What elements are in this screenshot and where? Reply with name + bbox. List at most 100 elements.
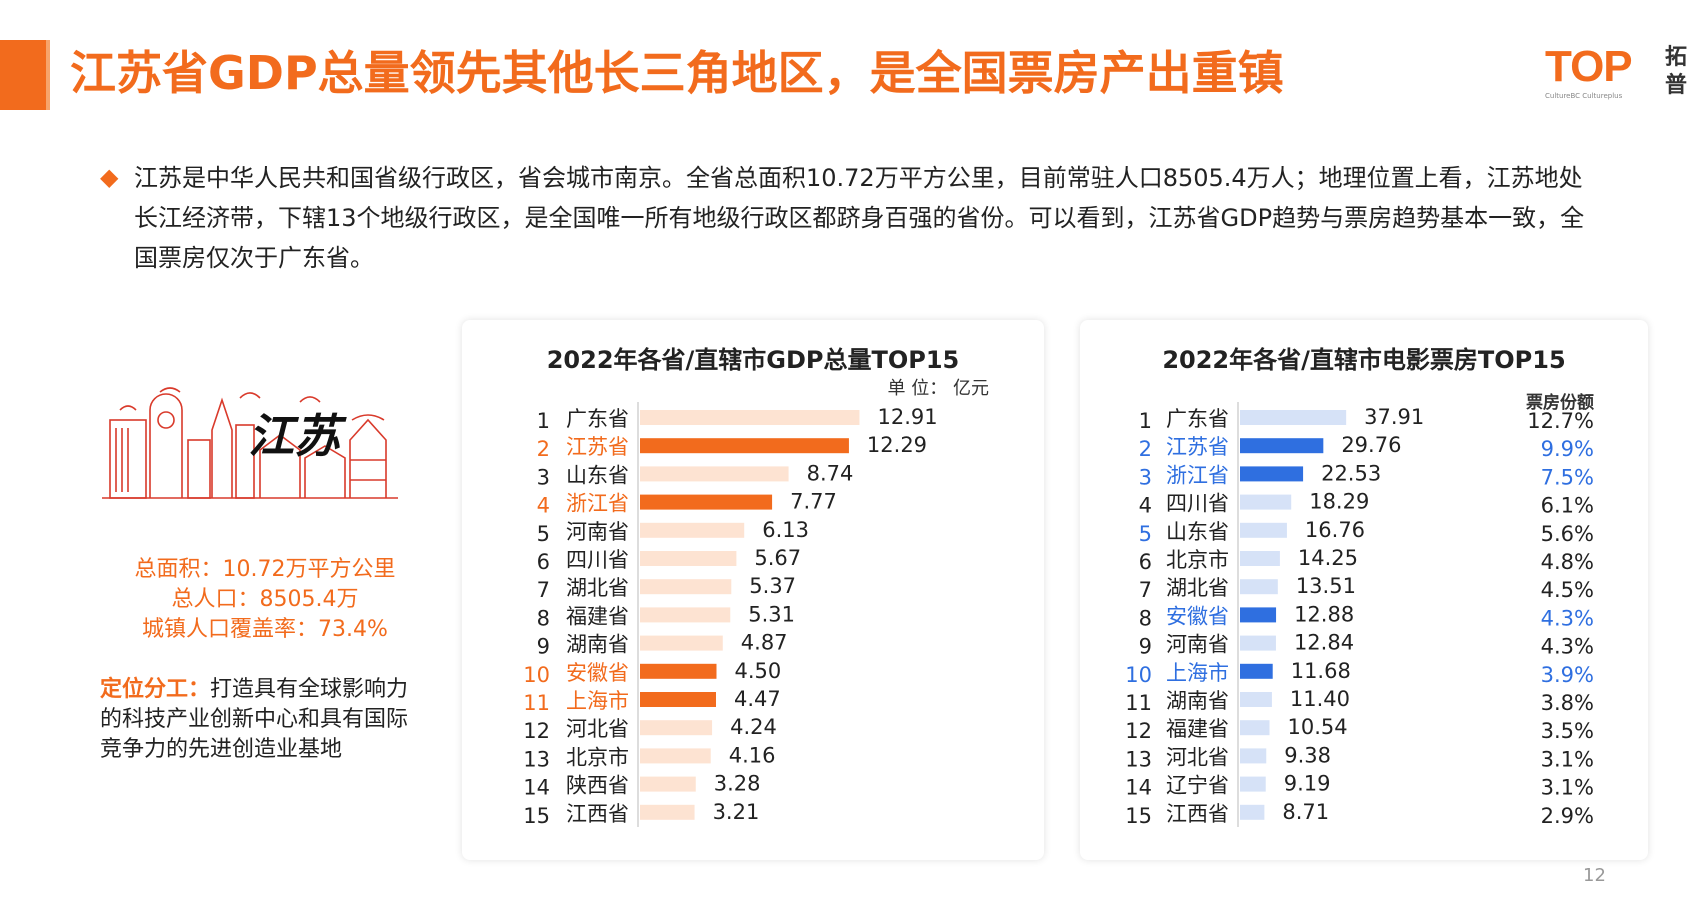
boxoffice-rank-label: 3 (1139, 465, 1152, 489)
boxoffice-value-label: 37.91 (1364, 405, 1424, 429)
gdp-value-label: 5.67 (754, 546, 801, 570)
gdp-rank-label: 2 (537, 437, 550, 461)
intro-text: 江苏是中华人民共和国省级行政区，省会城市南京。全省总面积10.72万平方公里，目… (134, 164, 1585, 272)
gdp-category-label: 广东省 (566, 407, 629, 431)
boxoffice-rank-label: 10 (1125, 663, 1152, 687)
gdp-value-label: 3.28 (714, 772, 761, 796)
boxoffice-value-label: 12.88 (1294, 602, 1354, 626)
jiangsu-skyline-illustration: 江苏 (102, 387, 398, 499)
gdp-rank-label: 15 (523, 804, 550, 828)
boxoffice-share-label: 3.9% (1541, 663, 1594, 687)
boxoffice-bar (1240, 551, 1280, 566)
gdp-category-label: 湖南省 (566, 633, 629, 657)
gdp-value-label: 8.74 (807, 461, 854, 485)
boxoffice-rank-label: 7 (1139, 578, 1152, 602)
boxoffice-value-label: 22.53 (1321, 461, 1381, 485)
boxoffice-bar (1240, 804, 1265, 820)
gdp-bar (640, 522, 745, 538)
boxoffice-rank-label: 13 (1125, 747, 1152, 771)
gdp-rank-label: 7 (537, 578, 550, 602)
title-accent-stripe (46, 40, 50, 110)
boxoffice-category-label: 山东省 (1166, 520, 1229, 544)
gdp-bar (640, 776, 696, 792)
position-description: 定位分工：打造具有全球影响力的科技产业创新中心和具有国际竞争力的先进创造业基地 (100, 675, 410, 765)
boxoffice-bar (1240, 410, 1347, 425)
boxoffice-share-label: 6.1% (1541, 494, 1594, 518)
gdp-value-label: 12.29 (867, 433, 927, 457)
position-label: 定位分工： (100, 677, 211, 702)
boxoffice-bar (1240, 579, 1278, 595)
boxoffice-rank-label: 11 (1125, 691, 1152, 715)
boxoffice-category-label: 河南省 (1166, 633, 1229, 657)
gdp-bar (640, 438, 849, 454)
boxoffice-value-label: 8.71 (1282, 800, 1329, 824)
gdp-rank-label: 14 (523, 776, 550, 800)
jiangsu-art-label: 江苏 (248, 409, 347, 463)
boxoffice-bar (1240, 720, 1270, 736)
gdp-bar-chart: 1 广东省 12.91 2 江苏省 12.29 3 山东省 8.74 4 浙江省 7.77 5 河南省 6.… (523, 402, 938, 828)
gdp-bar (640, 720, 713, 736)
gdp-category-label: 北京市 (566, 745, 629, 769)
gdp-value-label: 12.91 (877, 405, 937, 429)
page-number: 12 (1583, 865, 1606, 886)
gdp-category-label: 陕西省 (566, 774, 629, 798)
boxoffice-category-label: 浙江省 (1166, 463, 1229, 487)
boxoffice-rank-label: 2 (1139, 437, 1152, 461)
boxoffice-category-label: 四川省 (1166, 492, 1229, 516)
boxoffice-share-label: 3.8% (1541, 691, 1594, 715)
province-stats: 总面积：10.72万平方公里 总人口：8505.4万 城镇人口覆盖率：73.4% (100, 555, 430, 645)
boxoffice-category-label: 辽宁省 (1166, 774, 1229, 798)
boxoffice-share-label: 4.3% (1541, 606, 1594, 630)
gdp-chart-unit: 单 位： 亿元 (887, 378, 989, 399)
position-text: 打造具有全球影响力的科技产业创新中心和具有国际竞争力的先进创造业基地 (100, 677, 409, 762)
gdp-bar (640, 804, 695, 820)
gdp-value-label: 5.31 (748, 602, 795, 626)
intro-paragraph: ◆ 江苏是中华人民共和国省级行政区，省会城市南京。全省总面积10.72万平方公里… (100, 158, 1600, 278)
boxoffice-category-label: 湖南省 (1166, 689, 1229, 713)
boxoffice-bar (1240, 748, 1267, 764)
gdp-category-label: 江苏省 (566, 435, 629, 459)
logo-chinese: 拓普 (1665, 45, 1688, 98)
gdp-category-label: 河北省 (566, 717, 629, 741)
boxoffice-category-label: 广东省 (1166, 407, 1229, 431)
gdp-bar (640, 663, 717, 679)
gdp-rank-label: 5 (537, 522, 550, 546)
boxoffice-chart-title: 2022年各省/直辖市电影票房TOP15 (1162, 346, 1566, 374)
boxoffice-rank-label: 4 (1139, 494, 1152, 518)
gdp-bar (640, 579, 732, 595)
boxoffice-value-label: 11.40 (1290, 687, 1350, 711)
gdp-value-label: 4.50 (735, 659, 782, 683)
boxoffice-share-label: 12.7% (1527, 409, 1594, 433)
gdp-rank-label: 9 (537, 635, 550, 659)
gdp-category-label: 福建省 (566, 604, 629, 628)
boxoffice-category-label: 安徽省 (1166, 604, 1229, 628)
boxoffice-bar (1240, 607, 1277, 623)
boxoffice-value-label: 18.29 (1309, 490, 1369, 514)
boxoffice-rank-label: 15 (1125, 804, 1152, 828)
gdp-category-label: 四川省 (566, 548, 629, 572)
boxoffice-value-label: 9.38 (1284, 743, 1331, 767)
boxoffice-share-label: 5.6% (1541, 522, 1594, 546)
gdp-rank-label: 1 (537, 409, 550, 433)
gdp-bar (640, 494, 773, 510)
title-accent-bar (0, 40, 46, 110)
gdp-rank-label: 8 (537, 606, 550, 630)
boxoffice-chart-card: 2022年各省/直辖市电影票房TOP15 票房份额 1 广东省 37.91 12.7%… (1080, 320, 1648, 860)
boxoffice-share-label: 7.5% (1541, 465, 1594, 489)
gdp-bar (640, 410, 860, 425)
boxoffice-rank-label: 12 (1125, 719, 1152, 743)
gdp-chart-card: 2022年各省/直辖市GDP总量TOP15 单 位： 亿元 1 广东省 12.91 2… (462, 320, 1044, 860)
boxoffice-bar (1240, 494, 1292, 510)
boxoffice-share-label: 9.9% (1541, 437, 1594, 461)
gdp-bar (640, 466, 789, 482)
gdp-category-label: 河南省 (566, 520, 629, 544)
gdp-value-label: 3.21 (713, 800, 760, 824)
boxoffice-category-label: 江苏省 (1166, 435, 1229, 459)
gdp-bar (640, 635, 723, 651)
boxoffice-bar (1240, 635, 1276, 651)
gdp-rank-label: 4 (537, 494, 550, 518)
boxoffice-value-label: 13.51 (1296, 574, 1356, 598)
boxoffice-value-label: 29.76 (1341, 433, 1401, 457)
boxoffice-bar (1240, 776, 1266, 792)
boxoffice-bar (1240, 466, 1304, 482)
